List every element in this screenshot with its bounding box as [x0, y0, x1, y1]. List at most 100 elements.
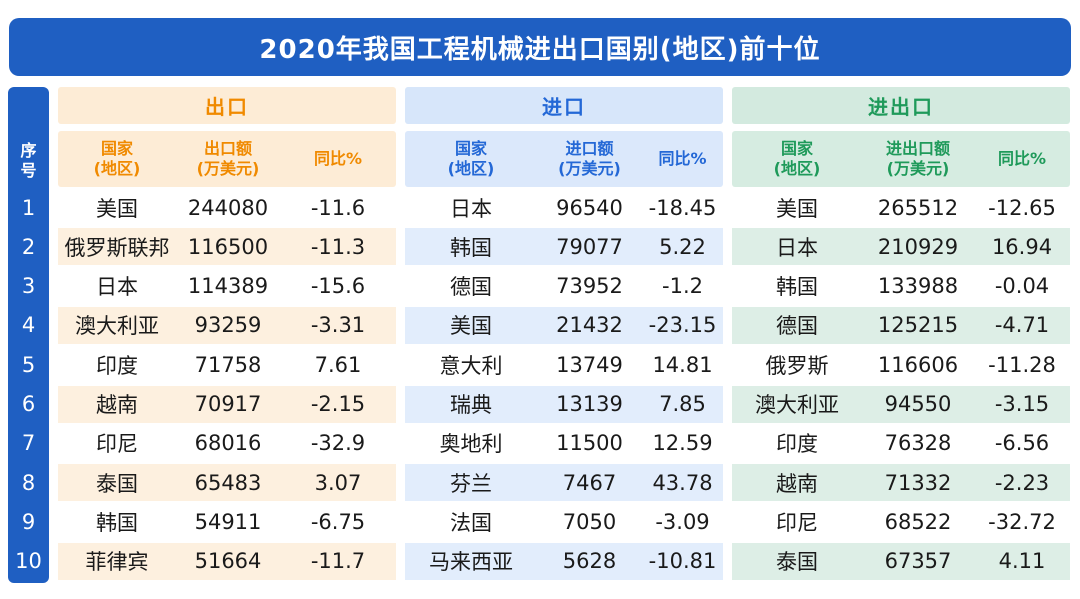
import-section: 进口 国家 (地区) 进口额 (万美元) 同比% 日本 96540 -18.45 韩国 79077 5… — [405, 87, 723, 583]
import-column-header-line: 进口额 — [565, 139, 614, 158]
total-trade-cell-country: 韩国 — [776, 275, 818, 300]
export-column-header-line: 同比% — [313, 149, 363, 168]
export-cell-country: 俄罗斯联邦 — [64, 235, 170, 260]
import-cell-amount: 5628 — [562, 549, 617, 574]
import-cell-yoy-change: -1.2 — [662, 274, 703, 299]
import-column-header: 同比% — [642, 131, 723, 187]
total-trade-row-band — [732, 306, 1070, 344]
export-column-header-line: 国家 — [100, 139, 133, 158]
import-cell-amount: 73952 — [556, 274, 623, 299]
total-trade-column-header-line: 国家 — [780, 139, 813, 158]
export-cell-yoy-change: -2.15 — [310, 392, 366, 416]
total-trade-cell-amount: 71332 — [884, 470, 952, 495]
import-row-band — [405, 228, 723, 266]
row-index: 8 — [21, 470, 36, 495]
import-cell-yoy-change: 14.81 — [652, 352, 713, 377]
total-trade-cell-amount: 67357 — [884, 549, 952, 574]
import-cell-amount: 96540 — [556, 195, 623, 220]
export-column-header: 同比% — [280, 131, 396, 187]
export-cell-amount: 244080 — [187, 195, 269, 220]
export-cell-yoy-change: -11.3 — [310, 234, 366, 259]
export-row-band — [58, 542, 396, 580]
total-trade-cell-amount: 265512 — [877, 195, 959, 220]
total-trade-cell-country: 越南 — [776, 471, 818, 496]
index-header: 序 号 — [8, 137, 49, 185]
total-trade-cell-amount: 116606 — [877, 352, 959, 377]
export-cell-amount: 51664 — [194, 549, 262, 574]
total-trade-cell-country: 德国 — [776, 314, 818, 339]
import-cell-yoy-change: -18.45 — [648, 195, 717, 220]
export-cell-amount: 114389 — [187, 274, 269, 299]
export-cell-country: 泰国 — [96, 471, 138, 496]
import-cell-country: 日本 — [450, 196, 492, 221]
total-trade-row-band — [732, 542, 1070, 580]
export-column-header-line: 出口额 — [203, 139, 252, 158]
row-index: 9 — [21, 509, 36, 534]
total-trade-cell-amount: 68522 — [884, 509, 952, 534]
import-cell-amount: 13139 — [556, 392, 623, 416]
total-trade-header-row — [732, 131, 1070, 187]
total-trade-column-header-line: (地区) — [773, 159, 821, 178]
total-trade-cell-yoy-change: -4.71 — [994, 313, 1050, 338]
total-trade-cell-yoy-change: -2.23 — [994, 470, 1050, 495]
export-cell-yoy-change: -11.7 — [310, 549, 366, 574]
total-trade-cell-yoy-change: -11.28 — [988, 352, 1056, 377]
import-cell-amount: 79077 — [556, 234, 623, 259]
total-trade-section: 进出口 国家 (地区) 进出口额 (万美元) 同比% 美国 265512 -12.65 日本 210… — [732, 87, 1070, 583]
export-cell-amount: 68016 — [194, 431, 262, 456]
total-trade-cell-country: 泰国 — [776, 550, 818, 575]
total-trade-row-band — [732, 228, 1070, 266]
import-row-band — [405, 385, 723, 423]
total-trade-column-header: 进出口额 (万美元) — [862, 131, 974, 187]
import-row-band — [405, 306, 723, 344]
import-cell-amount: 11500 — [556, 431, 623, 456]
export-cell-country: 越南 — [96, 393, 138, 417]
export-cell-amount: 93259 — [194, 313, 262, 338]
export-cell-yoy-change: -6.75 — [310, 509, 366, 534]
import-header-row — [405, 131, 723, 187]
row-index: 1 — [21, 195, 36, 220]
index-header-char-2: 号 — [20, 161, 37, 180]
export-cell-country: 美国 — [96, 196, 138, 221]
total-trade-column-header-line: 同比% — [997, 149, 1047, 168]
import-column-header-line: (地区) — [447, 159, 495, 178]
export-column-header: 国家 (地区) — [58, 131, 176, 187]
import-cell-amount: 7467 — [562, 470, 617, 495]
export-column-header-line: (万美元) — [196, 159, 260, 178]
total-trade-cell-yoy-change: -12.65 — [988, 195, 1056, 220]
total-trade-cell-yoy-change: 4.11 — [998, 549, 1046, 574]
index-column: 序 号 1 2 3 4 5 6 7 8 9 10 — [8, 87, 49, 583]
export-cell-amount: 65483 — [194, 470, 262, 495]
total-trade-cell-country: 俄罗斯 — [765, 353, 829, 378]
import-cell-amount: 13749 — [556, 352, 623, 377]
import-cell-country: 意大利 — [439, 353, 503, 378]
row-index: 7 — [21, 431, 36, 456]
import-cell-country: 奥地利 — [439, 432, 503, 457]
total-trade-cell-amount: 133988 — [877, 274, 959, 299]
total-trade-cell-amount: 94550 — [884, 392, 952, 416]
table-title: 2020年我国工程机械进出口国别(地区)前十位 — [9, 18, 1071, 76]
total-trade-column-header-line: 进出口额 — [885, 139, 950, 158]
export-cell-country: 印度 — [96, 353, 138, 378]
export-section-title: 出口 — [58, 87, 396, 124]
export-column-header-line: (地区) — [93, 159, 141, 178]
import-column-header: 国家 (地区) — [405, 131, 537, 187]
export-cell-yoy-change: -32.9 — [310, 431, 366, 456]
export-row-band — [58, 385, 396, 423]
export-cell-country: 印尼 — [96, 432, 138, 457]
export-cell-yoy-change: 3.07 — [314, 470, 362, 495]
export-cell-country: 菲律宾 — [85, 550, 149, 575]
import-cell-country: 瑞典 — [450, 393, 492, 417]
total-trade-row-band — [732, 464, 1070, 502]
row-index: 6 — [21, 392, 36, 416]
total-trade-cell-yoy-change: -32.72 — [988, 509, 1056, 534]
total-trade-cell-country: 印尼 — [776, 510, 818, 535]
import-cell-yoy-change: -10.81 — [648, 549, 717, 574]
import-cell-yoy-change: -3.09 — [655, 509, 710, 534]
total-trade-cell-amount: 76328 — [884, 431, 952, 456]
export-cell-yoy-change: -15.6 — [310, 274, 366, 299]
import-column-header-line: (万美元) — [558, 159, 621, 178]
import-cell-country: 美国 — [450, 314, 492, 339]
total-trade-cell-country: 印度 — [776, 432, 818, 457]
total-trade-row-band — [732, 385, 1070, 423]
